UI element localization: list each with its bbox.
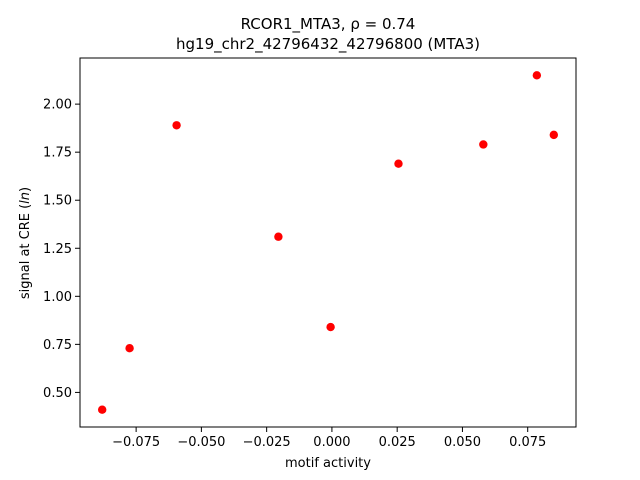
y-tick-label: 1.00 — [43, 290, 72, 305]
y-tick-label: 1.50 — [43, 194, 72, 209]
plot-area-frame — [79, 57, 577, 428]
scatter-point — [479, 140, 488, 149]
y-axis-label: signal at CRE (ln) — [18, 187, 33, 299]
x-tick-label: −0.050 — [177, 435, 225, 450]
scatter-point — [532, 71, 542, 80]
x-tick-label: −0.025 — [243, 435, 291, 450]
y-axis-ticks: 0.50 0.75 1.00 1.25 1.50 1.75 2.00 — [43, 98, 80, 401]
x-tick-label: 0.025 — [379, 435, 416, 450]
x-tick-label: −0.075 — [112, 435, 160, 450]
y-tick-label: 2.00 — [43, 98, 72, 113]
x-tick-label: 0.000 — [313, 435, 350, 450]
x-axis-ticks: −0.075 −0.050 −0.025 0.000 0.025 0.050 0.075 — [112, 427, 546, 450]
scatter-point — [125, 344, 134, 353]
scatter-point — [394, 159, 403, 168]
scatter-point — [326, 322, 335, 332]
y-axis-label-suffix: ) — [18, 187, 33, 192]
y-tick-label: 0.75 — [43, 338, 72, 353]
y-axis-label-prefix: signal at CRE ( — [18, 204, 33, 299]
x-axis-label: motif activity — [285, 456, 371, 471]
y-tick-label: 1.25 — [43, 242, 72, 257]
scatter-point — [172, 121, 181, 130]
x-tick-label: 0.075 — [509, 435, 546, 450]
scatter-point — [274, 232, 283, 241]
scatter-point — [549, 130, 559, 140]
chart-title-line1: RCOR1_MTA3, ρ = 0.74 — [241, 15, 416, 34]
scatter-point — [97, 405, 107, 414]
x-tick-label: 0.050 — [444, 435, 481, 450]
y-tick-label: 0.50 — [43, 386, 72, 401]
scatter-points — [97, 71, 559, 414]
chart-title-line2: hg19_chr2_42796432_42796800 (MTA3) — [176, 35, 480, 54]
y-axis-label-italic: ln — [18, 192, 33, 204]
y-tick-label: 1.75 — [43, 146, 72, 161]
